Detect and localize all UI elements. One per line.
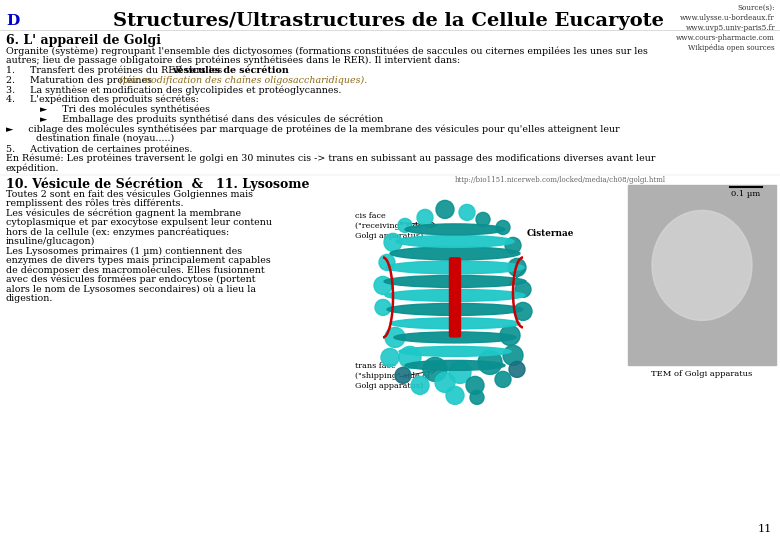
Circle shape — [381, 348, 399, 367]
Circle shape — [500, 326, 520, 346]
Text: .: . — [250, 65, 253, 75]
Text: 10. Vésicule de Sécrétion  &   11. Lysosome: 10. Vésicule de Sécrétion & 11. Lysosome — [6, 178, 310, 191]
Circle shape — [446, 387, 464, 404]
Circle shape — [478, 350, 502, 374]
Text: hors de la cellule (ex: enzymes pancréatiques:: hors de la cellule (ex: enzymes pancréat… — [6, 227, 229, 237]
Text: ►     Emballage des produits synthétisé dans des vésicules de sécrétion: ► Emballage des produits synthétisé dans… — [40, 114, 383, 124]
Text: TEM of Golgi apparatus: TEM of Golgi apparatus — [651, 370, 753, 379]
Text: 3.     La synthèse et modification des glycolipides et protéoglycannes.: 3. La synthèse et modification des glyco… — [6, 85, 342, 94]
Circle shape — [503, 346, 523, 366]
Circle shape — [476, 212, 490, 226]
Ellipse shape — [386, 261, 524, 274]
Text: Source(s):
www.ulysse.u-bordeaux.fr
www.uvp5.univ-paris5.fr
www.cours-pharmacie.: Source(s): www.ulysse.u-bordeaux.fr www.… — [676, 4, 775, 52]
Text: (par modification des chaînes oligosaccharidiques).: (par modification des chaînes oligosacch… — [119, 76, 367, 85]
Text: cytoplasmique et par exocytose expulsent leur contenu: cytoplasmique et par exocytose expulsent… — [6, 218, 272, 227]
Circle shape — [375, 299, 391, 315]
Text: autres; lieu de passage obligatoire des protéines synthétisées dans le RER). Il : autres; lieu de passage obligatoire des … — [6, 56, 460, 65]
Ellipse shape — [652, 211, 752, 320]
Bar — [628, 185, 776, 366]
Circle shape — [385, 327, 405, 347]
Text: Toutes 2 sont en fait des vésicules Golgiennes mais: Toutes 2 sont en fait des vésicules Golg… — [6, 190, 253, 199]
Ellipse shape — [396, 235, 514, 247]
Ellipse shape — [405, 224, 505, 235]
Text: destination finale (noyau.....): destination finale (noyau.....) — [6, 134, 174, 143]
Text: enzymes de divers types mais principalement capables: enzymes de divers types mais principalem… — [6, 256, 271, 265]
Circle shape — [495, 372, 511, 387]
Ellipse shape — [405, 360, 505, 370]
Text: cis face
("receiving" side of
Golgi apparatus): cis face ("receiving" side of Golgi appa… — [355, 212, 433, 240]
Text: alors le nom de Lysosomes secondaires) où a lieu la: alors le nom de Lysosomes secondaires) o… — [6, 285, 256, 294]
Circle shape — [466, 376, 484, 394]
Text: 0.1 µm: 0.1 µm — [732, 191, 760, 198]
Text: Les Lysosomes primaires (1 µm) contiennent des: Les Lysosomes primaires (1 µm) contienne… — [6, 246, 242, 255]
Text: En Résumé: Les protéines traversent le golgi en 30 minutes cis -> trans en subis: En Résumé: Les protéines traversent le g… — [6, 154, 655, 163]
Text: trans face
("shipping" side of
Golgi apparatus): trans face ("shipping" side of Golgi app… — [355, 362, 430, 390]
Circle shape — [508, 259, 526, 276]
Ellipse shape — [394, 332, 516, 343]
Ellipse shape — [390, 247, 520, 260]
Text: avec des vésicules formées par endocytose (portent: avec des vésicules formées par endocytos… — [6, 275, 256, 285]
Circle shape — [509, 361, 525, 377]
Text: 11: 11 — [757, 524, 772, 534]
Text: Les vésicules de sécrétion gagnent la membrane: Les vésicules de sécrétion gagnent la me… — [6, 208, 241, 218]
Text: insuline/glucagon): insuline/glucagon) — [6, 237, 95, 246]
Circle shape — [379, 254, 395, 271]
Text: digestion.: digestion. — [6, 294, 53, 303]
Text: remplissent des rôles très différents.: remplissent des rôles très différents. — [6, 199, 183, 208]
Circle shape — [515, 281, 531, 298]
Ellipse shape — [384, 275, 526, 287]
Text: Cisternae: Cisternae — [527, 230, 574, 238]
Circle shape — [411, 376, 429, 394]
Text: D: D — [6, 14, 20, 28]
Text: 4.     L'expédition des produits sécrétés:: 4. L'expédition des produits sécrétés: — [6, 95, 199, 105]
Ellipse shape — [385, 289, 525, 301]
Circle shape — [395, 367, 411, 383]
Circle shape — [505, 238, 521, 253]
Text: Structures/Ultrastructures de la Cellule Eucaryote: Structures/Ultrastructures de la Cellule… — [112, 12, 664, 30]
Circle shape — [435, 373, 455, 393]
Text: de décomposer des macromolécules. Elles fusionnent: de décomposer des macromolécules. Elles … — [6, 265, 264, 275]
Circle shape — [449, 361, 471, 383]
Circle shape — [496, 220, 510, 234]
Text: expédition.: expédition. — [6, 164, 59, 173]
Text: Organite (système) regroupant l'ensemble des dictyosomes (formations constituées: Organite (système) regroupant l'ensemble… — [6, 46, 648, 56]
Circle shape — [398, 218, 412, 232]
Circle shape — [399, 346, 421, 368]
Circle shape — [384, 233, 402, 252]
Text: 6. L' appareil de Golgi: 6. L' appareil de Golgi — [6, 34, 161, 47]
Ellipse shape — [387, 303, 523, 315]
Circle shape — [470, 390, 484, 404]
Circle shape — [436, 200, 454, 218]
Circle shape — [423, 357, 447, 381]
Ellipse shape — [390, 318, 520, 329]
Circle shape — [459, 205, 475, 220]
Text: ►     Tri des molécules synthétisées: ► Tri des molécules synthétisées — [40, 105, 210, 114]
Text: ►     ciblage des molécules synthétisées par marquage de protéines de la membran: ► ciblage des molécules synthétisées par… — [6, 124, 619, 134]
Text: 5.     Activation de certaines protéines.: 5. Activation de certaines protéines. — [6, 144, 193, 153]
Text: vésicules de sécrétion: vésicules de sécrétion — [172, 65, 289, 75]
Circle shape — [514, 302, 532, 320]
Text: http://bio1151.nicerweb.com/locked/media/ch08/golgi.html: http://bio1151.nicerweb.com/locked/media… — [455, 177, 665, 184]
Ellipse shape — [399, 346, 511, 356]
Circle shape — [417, 210, 433, 225]
FancyBboxPatch shape — [449, 258, 460, 337]
Text: 2.     Maturation des protéines: 2. Maturation des protéines — [6, 76, 155, 85]
Text: 1.     Transfert des protéines du RER vers les: 1. Transfert des protéines du RER vers l… — [6, 65, 225, 75]
Circle shape — [374, 276, 392, 294]
